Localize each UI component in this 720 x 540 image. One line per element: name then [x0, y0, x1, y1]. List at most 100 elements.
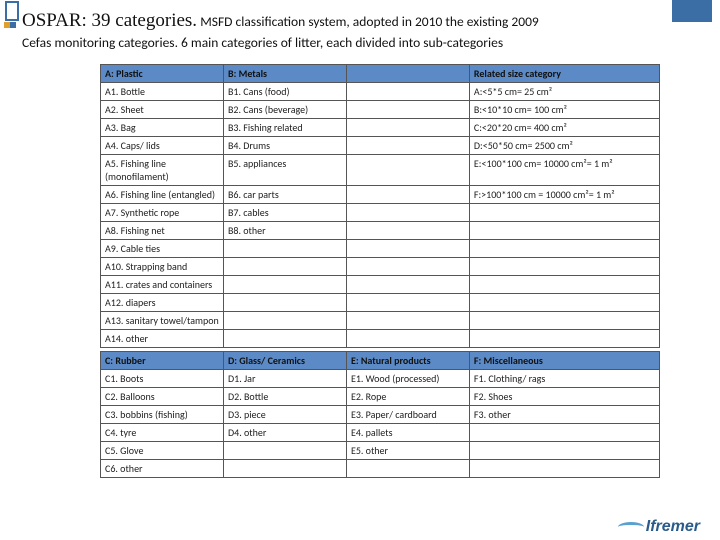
table-cell [346, 83, 469, 101]
table-cell: A:<5*5 cm= 25 cm² [469, 83, 659, 101]
table-cell [469, 240, 659, 258]
table-cell [469, 222, 659, 240]
table-cell: A14. other [101, 330, 224, 348]
table-row: A12. diapers [101, 294, 660, 312]
table-row: A3. BagB3. Fishing relatedC:<20*20 cm= 4… [101, 119, 660, 137]
table-cell: A8. Fishing net [101, 222, 224, 240]
table-cell: B1. Cans (food) [223, 83, 346, 101]
header-b: B: Metals [223, 65, 346, 83]
table-row: A10. Strapping band [101, 258, 660, 276]
table-row: C5. Glove E5. other [101, 442, 660, 460]
table-cell [223, 240, 346, 258]
table-cell: A10. Strapping band [101, 258, 224, 276]
table-row: A7. Synthetic ropeB7. cables [101, 204, 660, 222]
table-cell [469, 424, 659, 442]
table-cell [346, 312, 469, 330]
table-cell: A12. diapers [101, 294, 224, 312]
table-cell [469, 258, 659, 276]
table-cell: F:>100*100 cm = 10000 cm²= 1 m² [469, 186, 659, 204]
table-cell [346, 119, 469, 137]
title-block: OSPAR: 39 categories. MSFD classificatio… [22, 8, 714, 53]
table-cell: B6. car parts [223, 186, 346, 204]
table-cell: B7. cables [223, 204, 346, 222]
table-cell [223, 258, 346, 276]
table-cell: A1. Bottle [101, 83, 224, 101]
table-cell [346, 101, 469, 119]
table-cell [469, 312, 659, 330]
table-row: A4. Caps/ lidsB4. DrumsD:<50*50 cm= 2500… [101, 137, 660, 155]
table-cell: B8. other [223, 222, 346, 240]
header-f2: F: Miscellaneous [469, 352, 659, 370]
table-cell: A11. crates and containers [101, 276, 224, 294]
title-main: OSPAR: 39 categories. [22, 10, 197, 31]
header-c [346, 65, 469, 83]
table-cell [223, 294, 346, 312]
table-cell: C:<20*20 cm= 400 cm² [469, 119, 659, 137]
table-cell [469, 204, 659, 222]
header-c2: C: Rubber [101, 352, 224, 370]
table-row: A9. Cable ties [101, 240, 660, 258]
table-cell [469, 460, 659, 478]
table-cell [223, 312, 346, 330]
table-cell: E5. other [346, 442, 469, 460]
table-cell [346, 240, 469, 258]
table-cell: C6. other [101, 460, 224, 478]
table-cell [346, 204, 469, 222]
table-cell [469, 294, 659, 312]
table-cell [223, 330, 346, 348]
table-cell: D1. Jar [223, 370, 346, 388]
table-header-row: A: Plastic B: Metals Related size catego… [101, 65, 660, 83]
table-header-row: C: Rubber D: Glass/ Ceramics E: Natural … [101, 352, 660, 370]
table-cell [346, 460, 469, 478]
table-cell: A13. sanitary towel/tampon [101, 312, 224, 330]
header-a: A: Plastic [101, 65, 224, 83]
table-cell: F3. other [469, 406, 659, 424]
table-cell [346, 276, 469, 294]
table-cell [469, 330, 659, 348]
table-cell: C1. Boots [101, 370, 224, 388]
classification-table: A: Plastic B: Metals Related size catego… [100, 64, 660, 478]
table-cell: A5. Fishing line (monofilament) [101, 155, 224, 186]
table-cell: A9. Cable ties [101, 240, 224, 258]
table-row: A14. other [101, 330, 660, 348]
table-cell [346, 155, 469, 186]
table-cell [346, 222, 469, 240]
title-sub2: Cefas monitoring categories. 6 main cate… [22, 34, 503, 51]
table-cell: A4. Caps/ lids [101, 137, 224, 155]
table-row: C3. bobbins (fishing)D3. pieceE3. Paper/… [101, 406, 660, 424]
table-row: C4. tyreD4. otherE4. pallets [101, 424, 660, 442]
table-row: A13. sanitary towel/tampon [101, 312, 660, 330]
table-cell: E2. Rope [346, 388, 469, 406]
title-sub1: MSFD classification system, adopted in 2… [200, 13, 539, 30]
table-cell: F2. Shoes [469, 388, 659, 406]
table-cell [469, 442, 659, 460]
table-cell: D3. piece [223, 406, 346, 424]
ifremer-logo: Ifremer [618, 518, 700, 536]
table-row: A2. SheetB2. Cans (beverage) B:<10*10 cm=… [101, 101, 660, 119]
table-row: C2. BalloonsD2. BottleE2. RopeF2. Shoes [101, 388, 660, 406]
table-cell: E4. pallets [346, 424, 469, 442]
table-cell: D2. Bottle [223, 388, 346, 406]
table-row: C1. BootsD1. JarE1. Wood (processed)F1. … [101, 370, 660, 388]
table-row: A6. Fishing line (entangled)B6. car part… [101, 186, 660, 204]
table-row: A11. crates and containers [101, 276, 660, 294]
table-cell: B:<10*10 cm= 100 cm² [469, 101, 659, 119]
header-e2: E: Natural products [346, 352, 469, 370]
table-cell: F1. Clothing/ rags [469, 370, 659, 388]
table-cell [469, 276, 659, 294]
table-cell: A6. Fishing line (entangled) [101, 186, 224, 204]
table-cell: C3. bobbins (fishing) [101, 406, 224, 424]
table-cell [346, 294, 469, 312]
table-cell: E1. Wood (processed) [346, 370, 469, 388]
table-cell: E:<100*100 cm= 10000 cm²= 1 m² [469, 155, 659, 186]
table-cell [346, 330, 469, 348]
table-cell: A7. Synthetic rope [101, 204, 224, 222]
table-row: A8. Fishing netB8. other [101, 222, 660, 240]
table-cell: B2. Cans (beverage) [223, 101, 346, 119]
table-cell: A2. Sheet [101, 101, 224, 119]
table-cell [346, 186, 469, 204]
table-row: C6. other [101, 460, 660, 478]
table-cell: E3. Paper/ cardboard [346, 406, 469, 424]
table-cell: C5. Glove [101, 442, 224, 460]
table-cell: C2. Balloons [101, 388, 224, 406]
